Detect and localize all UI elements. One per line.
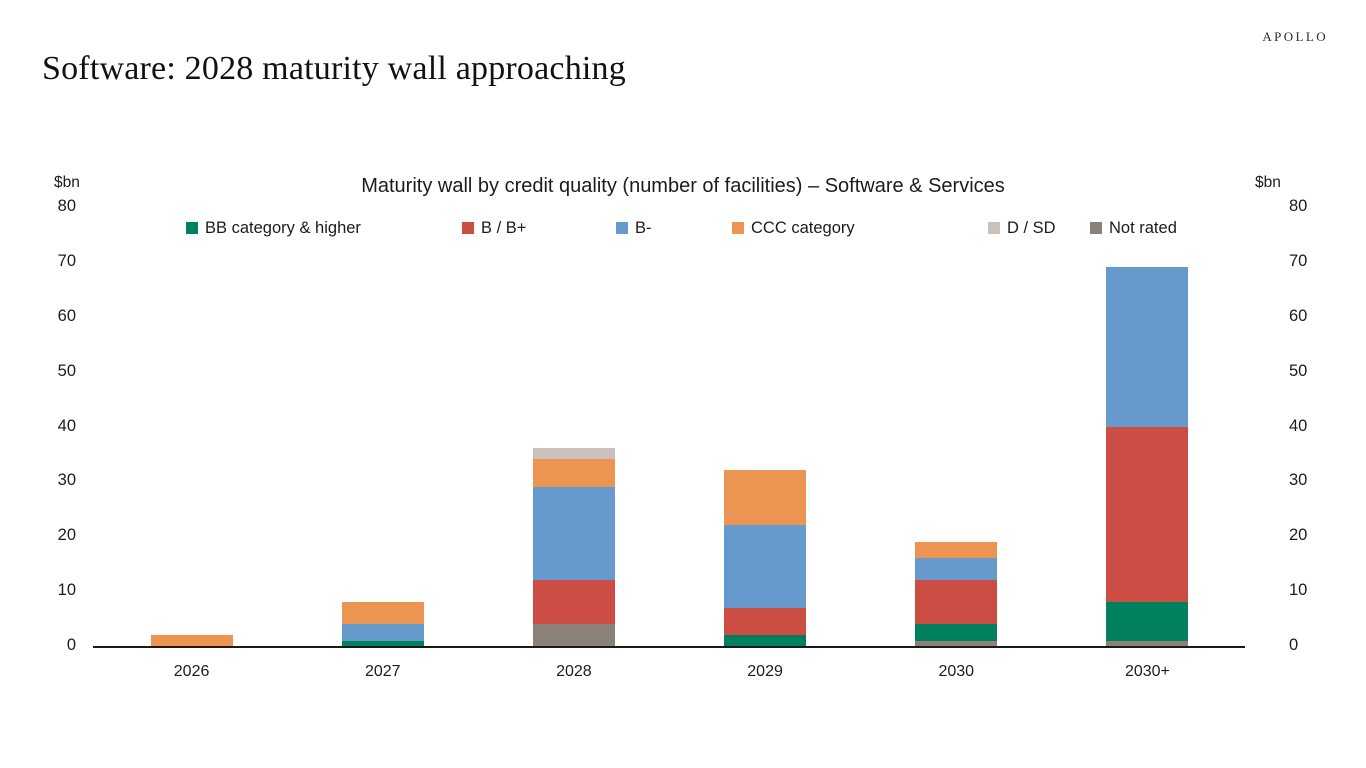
y-tick-label-right: 30	[1289, 471, 1308, 490]
y-tick-label-right: 60	[1289, 306, 1308, 325]
bar-segment[interactable]	[532, 459, 615, 487]
legend-item[interactable]: B / B+	[462, 217, 526, 239]
bar-group[interactable]	[1106, 207, 1189, 646]
y-tick-label-right: 50	[1289, 361, 1308, 380]
y-tick-label-left: 40	[57, 416, 76, 435]
y-tick-label-left: 30	[57, 471, 76, 490]
legend-item[interactable]: CCC category	[732, 217, 855, 239]
y-tick-label-right: 10	[1289, 581, 1308, 600]
bar-segment[interactable]	[1106, 426, 1189, 603]
y-tick-label-right: 0	[1289, 636, 1299, 654]
apollo-logo: APOLLO	[1262, 29, 1328, 44]
legend-item-label: B / B+	[481, 218, 527, 237]
legend-swatch-icon	[462, 222, 474, 234]
bar-segment[interactable]	[532, 580, 615, 625]
y-tick-label-right: 40	[1289, 416, 1308, 435]
x-tick-label: 2030	[938, 663, 975, 680]
page-title: Software: 2028 maturity wall approaching	[42, 50, 626, 87]
bar-group[interactable]	[150, 207, 233, 646]
bar-segment[interactable]	[724, 607, 807, 636]
bar-segment[interactable]	[341, 640, 424, 646]
bar-segment[interactable]	[150, 635, 233, 646]
x-axis-line	[93, 646, 1245, 648]
bar-group[interactable]	[915, 207, 998, 646]
legend-item[interactable]: Not rated	[1090, 217, 1177, 239]
bar-group[interactable]	[724, 207, 807, 646]
bar-segment[interactable]	[724, 525, 807, 608]
bar-segment[interactable]	[532, 624, 615, 646]
y-tick-label-right: 70	[1289, 251, 1308, 270]
legend-swatch-icon	[186, 222, 198, 234]
chart-legend: BB category & higher B / B+ B- CCC category…	[186, 217, 1196, 239]
bar-segment[interactable]	[1106, 640, 1189, 646]
y-axis-unit-left: $bn	[54, 174, 80, 191]
y-tick-label-left: 0	[66, 636, 76, 654]
y-tick-label-left: 10	[57, 581, 76, 600]
bar-group[interactable]	[532, 207, 615, 646]
bar-segment[interactable]	[915, 558, 998, 581]
legend-swatch-icon	[1090, 222, 1102, 234]
y-tick-label-left: 60	[57, 306, 76, 325]
y-tick-label-left: 50	[57, 361, 76, 380]
bar-group[interactable]	[341, 207, 424, 646]
plot-area	[96, 207, 1243, 646]
bar-segment[interactable]	[532, 448, 615, 460]
bar-segment[interactable]	[915, 541, 998, 559]
bar-segment[interactable]	[724, 470, 807, 526]
legend-item[interactable]: BB category & higher	[186, 217, 361, 239]
bar-segment[interactable]	[341, 602, 424, 625]
bar-segment[interactable]	[341, 624, 424, 641]
y-tick-label-left: 70	[57, 251, 76, 270]
bar-segment[interactable]	[1106, 602, 1189, 641]
bar-segment[interactable]	[915, 580, 998, 625]
bar-segment[interactable]	[915, 640, 998, 646]
legend-item-label: B-	[635, 218, 652, 237]
x-tick-label: 2026	[173, 663, 210, 680]
bar-segment[interactable]	[1106, 267, 1189, 427]
y-axis-unit-right: $bn	[1255, 174, 1281, 191]
bar-segment[interactable]	[532, 486, 615, 581]
x-tick-label: 2028	[556, 663, 592, 680]
legend-item-label: Not rated	[1109, 218, 1177, 237]
legend-item-label: CCC category	[751, 218, 855, 237]
bar-segment[interactable]	[915, 624, 998, 641]
y-tick-label-left: 20	[57, 526, 76, 545]
x-tick-label: 2029	[747, 663, 783, 680]
y-tick-label-left: 80	[57, 197, 76, 215]
y-tick-label-right: 80	[1289, 197, 1308, 215]
legend-swatch-icon	[732, 222, 744, 234]
legend-swatch-icon	[616, 222, 628, 234]
bar-segment[interactable]	[724, 635, 807, 646]
legend-item-label: D / SD	[1007, 218, 1056, 237]
y-tick-label-right: 20	[1289, 526, 1308, 545]
x-tick-label: 2027	[364, 663, 401, 680]
x-tick-label: 2030+	[1124, 663, 1170, 680]
legend-swatch-icon	[988, 222, 1000, 234]
legend-item[interactable]: D / SD	[988, 217, 1056, 239]
legend-item[interactable]: B-	[616, 217, 652, 239]
chart-title: Maturity wall by credit quality (number …	[361, 175, 1005, 197]
legend-item-label: BB category & higher	[205, 218, 361, 237]
